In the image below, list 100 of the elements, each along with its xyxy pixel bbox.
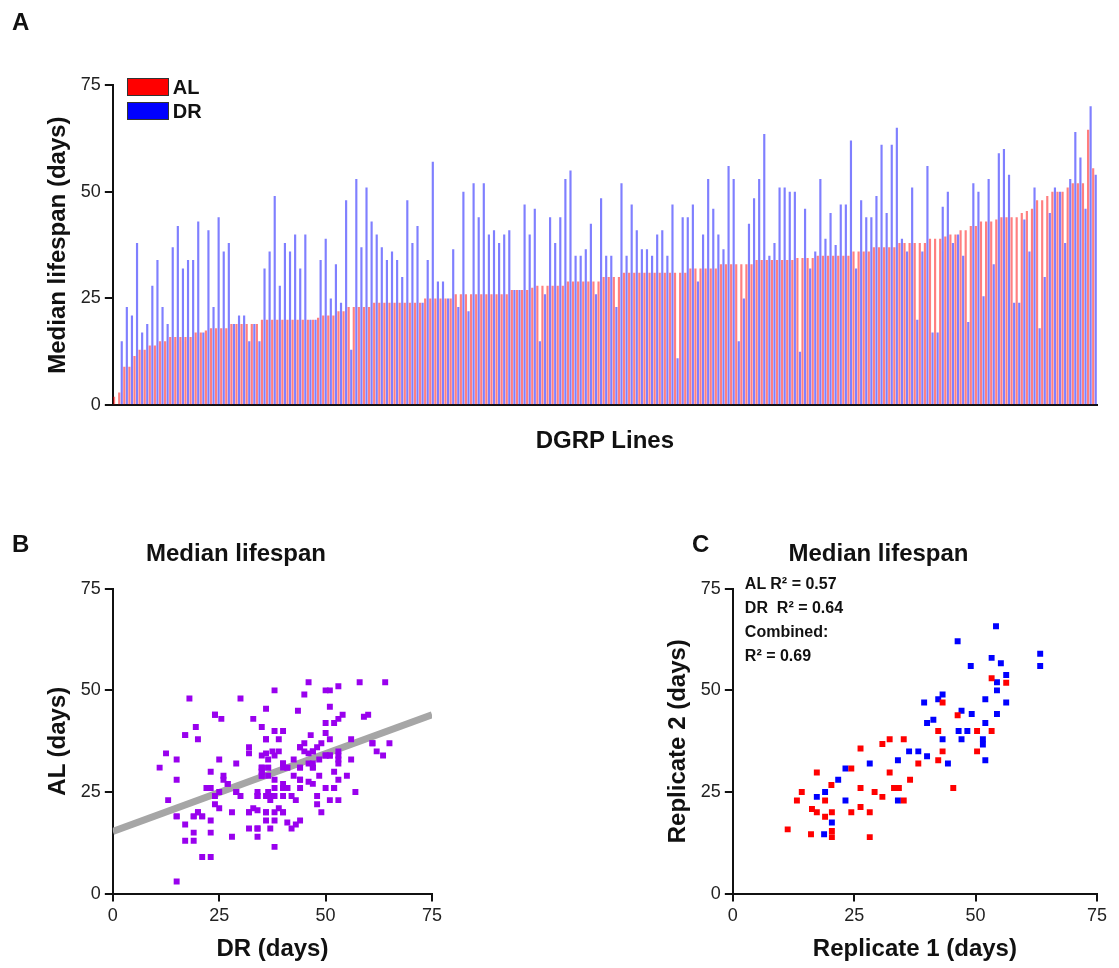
point — [954, 638, 961, 645]
bar — [406, 200, 409, 405]
point — [1037, 663, 1044, 669]
bar — [352, 307, 355, 405]
bar — [928, 238, 932, 405]
bar — [946, 191, 949, 405]
bar — [895, 127, 898, 405]
bar — [237, 315, 241, 405]
bar — [589, 223, 592, 405]
bar — [602, 277, 605, 405]
point — [955, 728, 962, 735]
bar — [268, 251, 271, 405]
bar — [694, 268, 697, 405]
bar — [857, 251, 860, 405]
point — [828, 782, 835, 789]
bar — [893, 247, 896, 405]
bar — [546, 285, 549, 405]
annotation: Combined: — [744, 623, 829, 641]
bar — [329, 298, 332, 405]
point — [822, 813, 829, 820]
bar — [681, 217, 684, 405]
text: C — [692, 530, 710, 558]
bar — [977, 191, 980, 405]
bar — [166, 324, 169, 405]
bar — [551, 285, 554, 405]
bar — [758, 178, 761, 405]
y-tick-label: 0 — [710, 882, 721, 903]
bar — [722, 249, 725, 405]
bar — [704, 268, 707, 405]
point — [866, 809, 873, 816]
bar — [332, 315, 335, 405]
bar — [803, 208, 807, 405]
bar — [778, 187, 781, 405]
y-axis-title: Median lifespan (days) — [43, 116, 71, 374]
bar — [523, 204, 526, 405]
y-tick-label: 0 — [90, 394, 101, 415]
bar — [775, 260, 779, 405]
bar — [643, 272, 646, 405]
bar — [1028, 251, 1031, 405]
bar — [1015, 217, 1018, 405]
bar — [393, 302, 396, 405]
bar — [656, 234, 659, 405]
bar — [561, 285, 564, 405]
bar — [222, 251, 225, 405]
x-tick-label: 75 — [1086, 905, 1108, 926]
bar — [630, 204, 633, 405]
point — [1003, 671, 1010, 678]
bar — [477, 217, 480, 405]
legend-label: AL — [172, 76, 200, 98]
bar — [360, 247, 363, 405]
bar — [429, 298, 432, 405]
bar — [883, 247, 886, 405]
bar — [283, 242, 287, 405]
bar — [118, 392, 121, 405]
point — [828, 828, 835, 834]
bar — [337, 311, 340, 405]
point — [974, 748, 981, 755]
bar — [691, 204, 694, 405]
bar — [459, 294, 462, 405]
bar — [908, 242, 911, 405]
bar — [990, 221, 993, 405]
bar — [531, 287, 534, 405]
bar — [916, 319, 919, 405]
bar — [528, 234, 531, 405]
bar — [620, 183, 623, 405]
bar — [842, 255, 845, 405]
annotation: R² = 0.69 — [744, 647, 812, 665]
bar — [742, 298, 745, 405]
point — [900, 736, 907, 743]
bar — [727, 166, 730, 405]
bar — [982, 296, 985, 405]
point — [967, 663, 974, 669]
bar — [1071, 183, 1074, 405]
bar — [1086, 129, 1090, 405]
bar — [821, 255, 824, 405]
point — [997, 660, 1004, 667]
bar — [383, 302, 386, 405]
bar — [533, 208, 536, 405]
bar — [577, 281, 580, 405]
bar — [248, 341, 251, 405]
bar — [273, 196, 276, 405]
point — [828, 809, 835, 816]
bar — [396, 260, 399, 405]
bar — [941, 206, 944, 405]
bar — [796, 257, 799, 405]
bar — [220, 328, 223, 405]
point — [950, 784, 957, 791]
bar — [870, 217, 873, 405]
point — [835, 776, 842, 783]
bar — [1076, 183, 1079, 405]
bar — [819, 178, 822, 405]
bar — [1000, 217, 1003, 405]
x-axis-title: DGRP Lines — [535, 426, 675, 454]
point — [930, 716, 937, 723]
bar — [648, 272, 651, 405]
bar — [148, 345, 151, 405]
bar — [141, 332, 144, 405]
bar — [661, 230, 664, 405]
bar — [635, 230, 638, 405]
bar — [793, 191, 796, 405]
